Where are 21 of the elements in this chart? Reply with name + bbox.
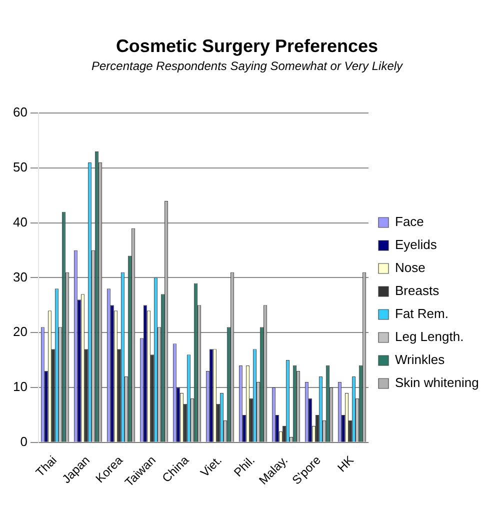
- chart-title: Cosmetic Surgery Preferences: [114, 36, 380, 57]
- y-tick-label: 50: [12, 159, 28, 174]
- legend-label: Wrinkles: [395, 352, 446, 368]
- y-tick-label: 30: [12, 269, 28, 284]
- x-tick-label: Phil.: [231, 453, 258, 480]
- legend-label: Fat Rem.: [395, 306, 448, 322]
- y-tick-label: 40: [12, 214, 28, 230]
- legend-label: Nose: [395, 260, 426, 276]
- x-tick-label: HK: [334, 453, 356, 475]
- legend-label: Leg Length.: [395, 329, 464, 344]
- y-tick-label: 0: [20, 434, 28, 449]
- x-tick-label: Thai: [33, 453, 60, 480]
- x-tick-label: Viet.: [198, 453, 224, 480]
- legend-label: Face: [395, 214, 424, 230]
- y-tick-label: 10: [12, 379, 28, 394]
- legend-label: Eyelids: [395, 237, 438, 252]
- legend-label: Breasts: [395, 283, 440, 298]
- legend-label: Skin whitening: [395, 375, 479, 390]
- y-tick-label: 60: [12, 104, 28, 120]
- y-tick-label: 20: [12, 324, 28, 340]
- chart-subtitle: Percentage Respondents Saying Somewhat or Very Likely: [90, 59, 404, 73]
